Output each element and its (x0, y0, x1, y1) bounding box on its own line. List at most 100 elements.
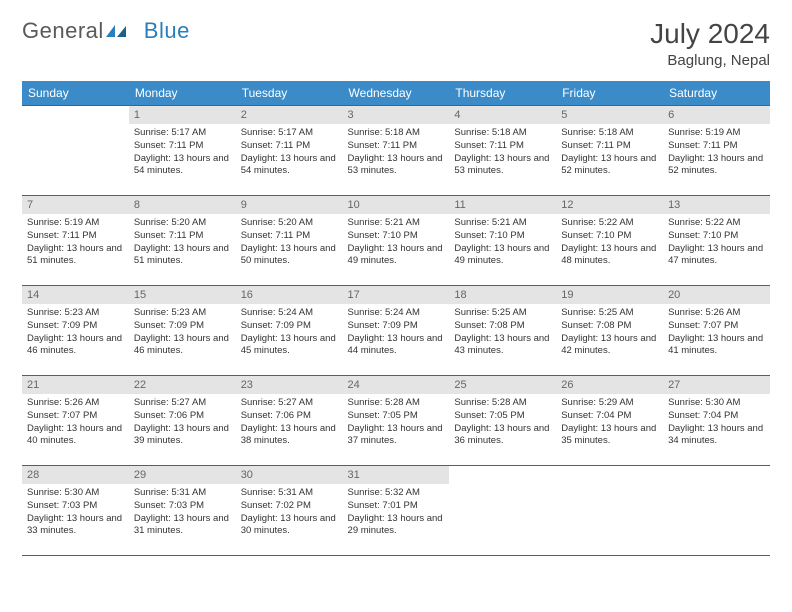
calendar-day-cell: 5Sunrise: 5:18 AMSunset: 7:11 PMDaylight… (556, 106, 663, 196)
day-number: 15 (129, 286, 236, 304)
calendar-day-cell: 27Sunrise: 5:30 AMSunset: 7:04 PMDayligh… (663, 376, 770, 466)
month-title: July 2024 (650, 18, 770, 50)
day-details: Sunrise: 5:22 AMSunset: 7:10 PMDaylight:… (663, 214, 770, 272)
day-number: 14 (22, 286, 129, 304)
day-details: Sunrise: 5:23 AMSunset: 7:09 PMDaylight:… (22, 304, 129, 362)
calendar-day-cell: 3Sunrise: 5:18 AMSunset: 7:11 PMDaylight… (343, 106, 450, 196)
day-details: Sunrise: 5:21 AMSunset: 7:10 PMDaylight:… (449, 214, 556, 272)
calendar-day-cell: 10Sunrise: 5:21 AMSunset: 7:10 PMDayligh… (343, 196, 450, 286)
weekday-header: Thursday (449, 81, 556, 106)
day-number: 9 (236, 196, 343, 214)
day-details: Sunrise: 5:18 AMSunset: 7:11 PMDaylight:… (556, 124, 663, 182)
day-number: 24 (343, 376, 450, 394)
logo-sail-icon (104, 18, 126, 44)
day-number: 25 (449, 376, 556, 394)
weekday-header: Sunday (22, 81, 129, 106)
calendar-body: 1Sunrise: 5:17 AMSunset: 7:11 PMDaylight… (22, 106, 770, 556)
day-details: Sunrise: 5:20 AMSunset: 7:11 PMDaylight:… (129, 214, 236, 272)
weekday-header-row: SundayMondayTuesdayWednesdayThursdayFrid… (22, 81, 770, 106)
weekday-header: Tuesday (236, 81, 343, 106)
weekday-header: Saturday (663, 81, 770, 106)
day-number: 29 (129, 466, 236, 484)
calendar-day-cell: 15Sunrise: 5:23 AMSunset: 7:09 PMDayligh… (129, 286, 236, 376)
day-details: Sunrise: 5:20 AMSunset: 7:11 PMDaylight:… (236, 214, 343, 272)
calendar-empty-cell (663, 466, 770, 556)
calendar-table: SundayMondayTuesdayWednesdayThursdayFrid… (22, 81, 770, 556)
calendar-week-row: 7Sunrise: 5:19 AMSunset: 7:11 PMDaylight… (22, 196, 770, 286)
calendar-day-cell: 18Sunrise: 5:25 AMSunset: 7:08 PMDayligh… (449, 286, 556, 376)
day-number: 7 (22, 196, 129, 214)
day-details: Sunrise: 5:28 AMSunset: 7:05 PMDaylight:… (449, 394, 556, 452)
calendar-empty-cell (556, 466, 663, 556)
day-number: 4 (449, 106, 556, 124)
calendar-week-row: 14Sunrise: 5:23 AMSunset: 7:09 PMDayligh… (22, 286, 770, 376)
day-details: Sunrise: 5:18 AMSunset: 7:11 PMDaylight:… (449, 124, 556, 182)
day-details: Sunrise: 5:25 AMSunset: 7:08 PMDaylight:… (449, 304, 556, 362)
calendar-day-cell: 29Sunrise: 5:31 AMSunset: 7:03 PMDayligh… (129, 466, 236, 556)
day-details: Sunrise: 5:30 AMSunset: 7:04 PMDaylight:… (663, 394, 770, 452)
day-details: Sunrise: 5:32 AMSunset: 7:01 PMDaylight:… (343, 484, 450, 542)
calendar-day-cell: 8Sunrise: 5:20 AMSunset: 7:11 PMDaylight… (129, 196, 236, 286)
day-details: Sunrise: 5:21 AMSunset: 7:10 PMDaylight:… (343, 214, 450, 272)
calendar-day-cell: 19Sunrise: 5:25 AMSunset: 7:08 PMDayligh… (556, 286, 663, 376)
day-number: 31 (343, 466, 450, 484)
day-number: 5 (556, 106, 663, 124)
day-number: 13 (663, 196, 770, 214)
day-details: Sunrise: 5:19 AMSunset: 7:11 PMDaylight:… (663, 124, 770, 182)
day-number: 16 (236, 286, 343, 304)
calendar-day-cell: 30Sunrise: 5:31 AMSunset: 7:02 PMDayligh… (236, 466, 343, 556)
calendar-week-row: 21Sunrise: 5:26 AMSunset: 7:07 PMDayligh… (22, 376, 770, 466)
calendar-day-cell: 28Sunrise: 5:30 AMSunset: 7:03 PMDayligh… (22, 466, 129, 556)
day-number: 6 (663, 106, 770, 124)
day-details: Sunrise: 5:27 AMSunset: 7:06 PMDaylight:… (129, 394, 236, 452)
logo-text-2: Blue (144, 18, 190, 44)
calendar-day-cell: 1Sunrise: 5:17 AMSunset: 7:11 PMDaylight… (129, 106, 236, 196)
day-details: Sunrise: 5:30 AMSunset: 7:03 PMDaylight:… (22, 484, 129, 542)
day-details: Sunrise: 5:19 AMSunset: 7:11 PMDaylight:… (22, 214, 129, 272)
calendar-day-cell: 9Sunrise: 5:20 AMSunset: 7:11 PMDaylight… (236, 196, 343, 286)
day-details: Sunrise: 5:31 AMSunset: 7:02 PMDaylight:… (236, 484, 343, 542)
title-block: July 2024 Baglung, Nepal (650, 18, 770, 69)
day-details: Sunrise: 5:29 AMSunset: 7:04 PMDaylight:… (556, 394, 663, 452)
day-details: Sunrise: 5:28 AMSunset: 7:05 PMDaylight:… (343, 394, 450, 452)
day-number: 21 (22, 376, 129, 394)
weekday-header: Friday (556, 81, 663, 106)
day-number: 1 (129, 106, 236, 124)
day-details: Sunrise: 5:27 AMSunset: 7:06 PMDaylight:… (236, 394, 343, 452)
day-details: Sunrise: 5:18 AMSunset: 7:11 PMDaylight:… (343, 124, 450, 182)
calendar-day-cell: 7Sunrise: 5:19 AMSunset: 7:11 PMDaylight… (22, 196, 129, 286)
day-number: 10 (343, 196, 450, 214)
day-number: 19 (556, 286, 663, 304)
calendar-day-cell: 16Sunrise: 5:24 AMSunset: 7:09 PMDayligh… (236, 286, 343, 376)
day-details: Sunrise: 5:17 AMSunset: 7:11 PMDaylight:… (236, 124, 343, 182)
day-number: 22 (129, 376, 236, 394)
day-details: Sunrise: 5:24 AMSunset: 7:09 PMDaylight:… (236, 304, 343, 362)
page-header: General Blue July 2024 Baglung, Nepal (22, 18, 770, 69)
calendar-day-cell: 2Sunrise: 5:17 AMSunset: 7:11 PMDaylight… (236, 106, 343, 196)
day-number: 17 (343, 286, 450, 304)
day-details: Sunrise: 5:17 AMSunset: 7:11 PMDaylight:… (129, 124, 236, 182)
calendar-day-cell: 11Sunrise: 5:21 AMSunset: 7:10 PMDayligh… (449, 196, 556, 286)
calendar-day-cell: 26Sunrise: 5:29 AMSunset: 7:04 PMDayligh… (556, 376, 663, 466)
day-details: Sunrise: 5:31 AMSunset: 7:03 PMDaylight:… (129, 484, 236, 542)
day-number: 26 (556, 376, 663, 394)
day-details: Sunrise: 5:24 AMSunset: 7:09 PMDaylight:… (343, 304, 450, 362)
day-number: 18 (449, 286, 556, 304)
day-number: 28 (22, 466, 129, 484)
day-number: 12 (556, 196, 663, 214)
calendar-empty-cell (449, 466, 556, 556)
calendar-day-cell: 17Sunrise: 5:24 AMSunset: 7:09 PMDayligh… (343, 286, 450, 376)
calendar-day-cell: 20Sunrise: 5:26 AMSunset: 7:07 PMDayligh… (663, 286, 770, 376)
calendar-day-cell: 31Sunrise: 5:32 AMSunset: 7:01 PMDayligh… (343, 466, 450, 556)
calendar-empty-cell (22, 106, 129, 196)
calendar-day-cell: 12Sunrise: 5:22 AMSunset: 7:10 PMDayligh… (556, 196, 663, 286)
calendar-day-cell: 24Sunrise: 5:28 AMSunset: 7:05 PMDayligh… (343, 376, 450, 466)
calendar-day-cell: 22Sunrise: 5:27 AMSunset: 7:06 PMDayligh… (129, 376, 236, 466)
calendar-day-cell: 14Sunrise: 5:23 AMSunset: 7:09 PMDayligh… (22, 286, 129, 376)
day-number: 11 (449, 196, 556, 214)
weekday-header: Wednesday (343, 81, 450, 106)
location-label: Baglung, Nepal (650, 52, 770, 69)
weekday-header: Monday (129, 81, 236, 106)
calendar-page: General Blue July 2024 Baglung, Nepal Su… (0, 0, 792, 566)
logo: General Blue (22, 18, 190, 44)
